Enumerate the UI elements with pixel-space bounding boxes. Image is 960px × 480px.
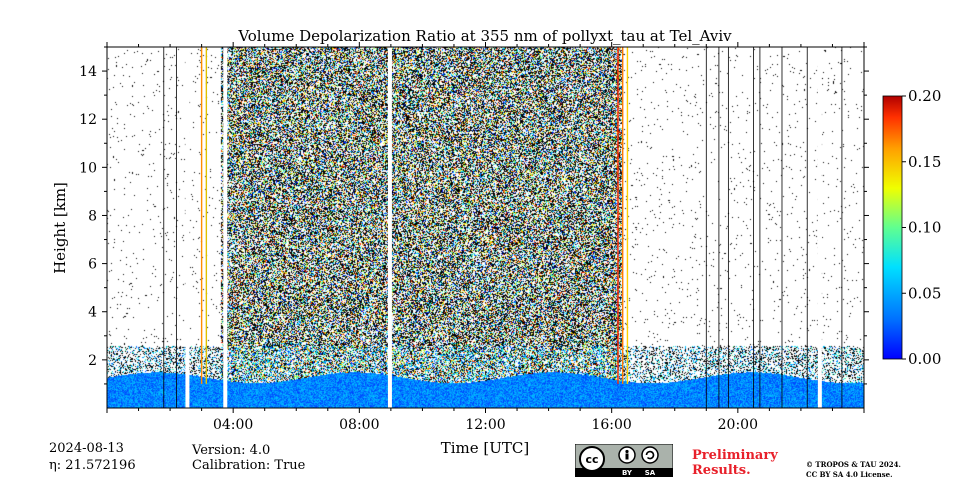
copyright-line1: © TROPOS & TAU 2024. bbox=[806, 460, 901, 469]
colorbar-tick-label: 0.05 bbox=[908, 284, 941, 302]
data-gap bbox=[387, 47, 392, 408]
cc-icon-label: cc bbox=[585, 453, 598, 466]
data-gap bbox=[223, 47, 228, 408]
heatmap-area bbox=[107, 47, 864, 408]
by-label: BY bbox=[622, 469, 633, 477]
cc-icon bbox=[579, 446, 605, 472]
y-axis-label: Height [km] bbox=[51, 182, 69, 274]
sa-label: SA bbox=[645, 469, 656, 477]
y-tick-label: 2 bbox=[88, 353, 97, 369]
y-tick-label: 10 bbox=[79, 160, 97, 176]
colorbar-ticks: 0.00 0.05 0.10 0.15 0.20 bbox=[902, 87, 941, 368]
date-text: 2024-08-13 bbox=[49, 441, 124, 456]
colorbar-tick-label: 0.00 bbox=[908, 350, 941, 368]
x-tick-label: 16:00 bbox=[591, 417, 631, 433]
colorbar bbox=[882, 95, 903, 360]
copyright-line2: CC BY SA 4.0 License. bbox=[806, 470, 893, 479]
heatmap-texture bbox=[107, 47, 864, 408]
sa-icon bbox=[641, 446, 659, 464]
x-tick-label: 12:00 bbox=[465, 417, 505, 433]
calibration-text: Calibration: True bbox=[192, 458, 306, 473]
colorbar-tick-label: 0.15 bbox=[908, 153, 941, 171]
x-tick-label: 04:00 bbox=[213, 417, 253, 433]
y-tick-label: 6 bbox=[88, 257, 97, 273]
y-tick-label: 8 bbox=[88, 208, 97, 224]
x-tick-label: 08:00 bbox=[339, 417, 379, 433]
y-axis: 2 4 6 8 10 12 14 bbox=[79, 46, 869, 385]
version-text: Version: 4.0 bbox=[192, 443, 271, 458]
chart-title: Volume Depolarization Ratio at 355 nm of… bbox=[237, 27, 732, 45]
eta-text: η: 21.572196 bbox=[49, 458, 136, 473]
data-gap bbox=[817, 47, 822, 408]
data-gap bbox=[185, 47, 190, 408]
colorbar-tick-label: 0.10 bbox=[908, 219, 941, 237]
x-tick-label: 20:00 bbox=[718, 417, 758, 433]
x-axis-label: Time [UTC] bbox=[441, 439, 530, 457]
preliminary-notice: Preliminary Results. bbox=[692, 448, 778, 478]
cc-license-badge: cc BY SA bbox=[575, 444, 673, 477]
y-tick-label: 12 bbox=[79, 112, 97, 128]
copyright-notice: © TROPOS & TAU 2024. CC BY SA 4.0 Licens… bbox=[806, 460, 901, 480]
y-tick-label: 14 bbox=[79, 64, 97, 80]
preliminary-line2: Results. bbox=[692, 463, 751, 478]
x-axis: 04:00 08:00 12:00 16:00 20:00 bbox=[106, 42, 865, 433]
preliminary-line1: Preliminary bbox=[692, 448, 778, 463]
colorbar-tick-label: 0.20 bbox=[908, 87, 941, 105]
y-tick-label: 4 bbox=[88, 305, 97, 321]
